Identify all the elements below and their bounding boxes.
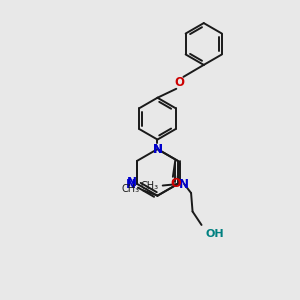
Text: N: N: [152, 142, 163, 156]
Text: CH₃: CH₃: [141, 181, 159, 190]
Text: N: N: [126, 178, 136, 190]
Text: N: N: [179, 178, 189, 190]
Text: N: N: [127, 176, 137, 189]
Text: CH₃: CH₃: [122, 184, 140, 194]
Text: O: O: [175, 76, 185, 89]
Text: N: N: [152, 142, 163, 156]
Text: OH: OH: [205, 229, 224, 238]
Text: O: O: [170, 177, 181, 190]
